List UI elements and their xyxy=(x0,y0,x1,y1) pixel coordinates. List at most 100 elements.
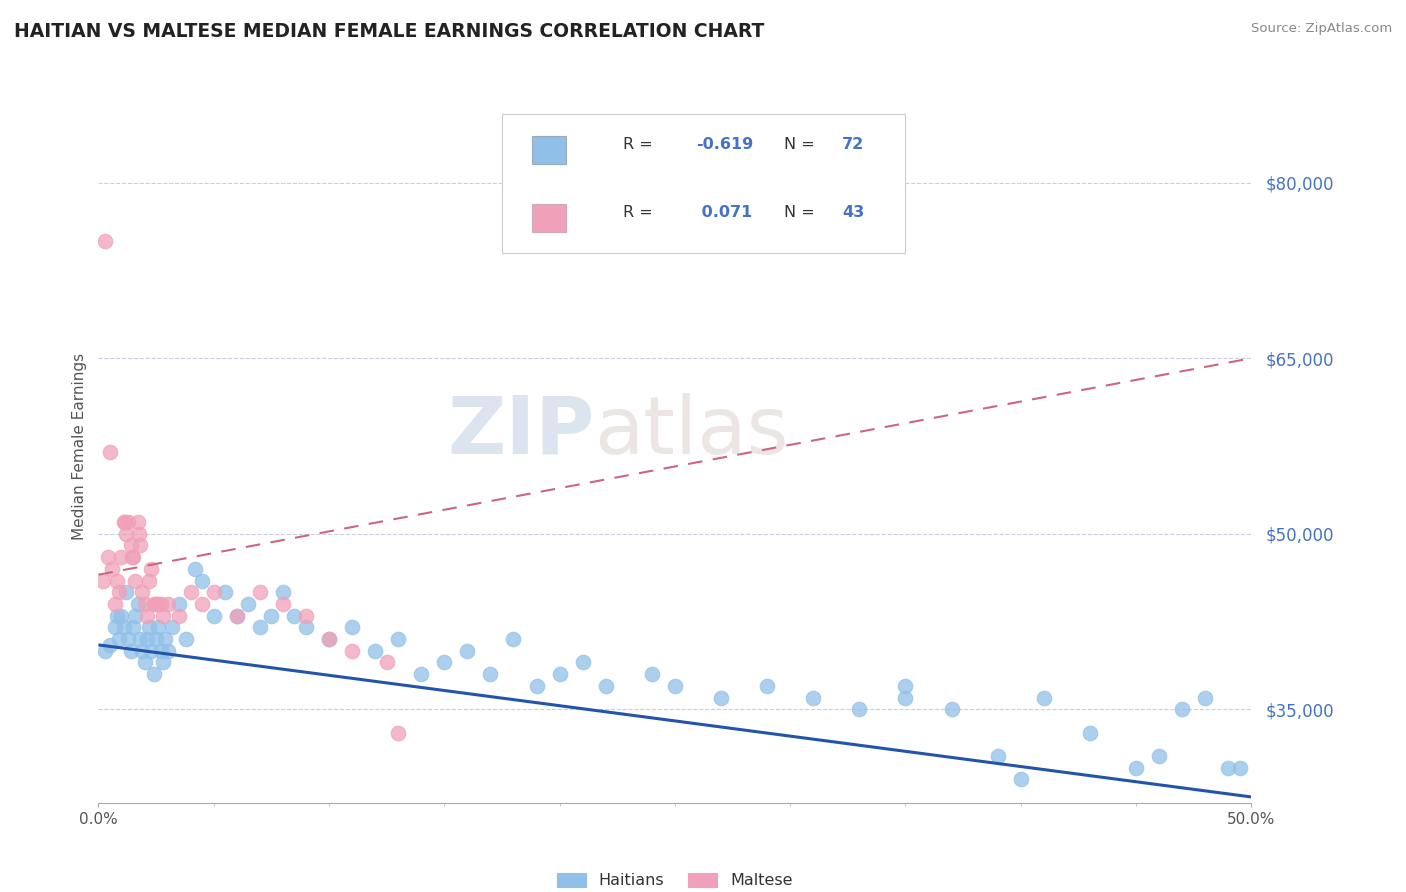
Point xyxy=(375,656,398,670)
Point xyxy=(117,632,139,646)
Point xyxy=(340,644,363,658)
Point xyxy=(941,702,963,716)
Point xyxy=(131,585,153,599)
Text: 72: 72 xyxy=(842,137,865,153)
Point xyxy=(112,515,135,529)
Point xyxy=(148,620,170,634)
Point xyxy=(124,608,146,623)
FancyBboxPatch shape xyxy=(531,204,567,232)
Point xyxy=(121,550,143,565)
Point xyxy=(149,644,172,658)
Point xyxy=(479,667,502,681)
Text: R =: R = xyxy=(623,205,658,220)
Point xyxy=(98,445,121,459)
Point xyxy=(548,667,571,681)
Point xyxy=(135,608,157,623)
Text: R =: R = xyxy=(623,137,658,153)
Point xyxy=(1032,690,1054,705)
Point xyxy=(105,574,128,588)
Point xyxy=(156,597,179,611)
Point xyxy=(1125,761,1147,775)
Point xyxy=(98,638,121,652)
Point xyxy=(894,690,917,705)
Point xyxy=(127,597,149,611)
Point xyxy=(115,526,138,541)
Point xyxy=(433,656,456,670)
Point xyxy=(260,608,283,623)
Point xyxy=(105,608,128,623)
Point xyxy=(129,538,152,552)
Point xyxy=(710,690,733,705)
Point xyxy=(134,656,156,670)
Point xyxy=(110,608,132,623)
Point xyxy=(129,632,152,646)
Point xyxy=(249,620,271,634)
Point xyxy=(595,679,617,693)
Text: N =: N = xyxy=(785,137,820,153)
Point xyxy=(180,585,202,599)
Point xyxy=(387,725,409,739)
Point xyxy=(411,667,433,681)
Point xyxy=(112,620,135,634)
Point xyxy=(97,550,120,565)
Point xyxy=(987,749,1010,764)
Point xyxy=(283,608,305,623)
Point xyxy=(364,644,387,658)
Point xyxy=(148,597,170,611)
FancyBboxPatch shape xyxy=(531,136,567,164)
Point xyxy=(167,608,190,623)
Point xyxy=(94,644,117,658)
Point xyxy=(801,690,824,705)
Point xyxy=(145,597,167,611)
Text: HAITIAN VS MALTESE MEDIAN FEMALE EARNINGS CORRELATION CHART: HAITIAN VS MALTESE MEDIAN FEMALE EARNING… xyxy=(14,22,765,41)
Point xyxy=(110,550,132,565)
Text: 0.071: 0.071 xyxy=(696,205,752,220)
Point xyxy=(848,702,870,716)
Point xyxy=(149,597,172,611)
Point xyxy=(295,608,318,623)
Point xyxy=(225,608,247,623)
Y-axis label: Median Female Earnings: Median Female Earnings xyxy=(72,352,87,540)
Point xyxy=(202,585,225,599)
Text: N =: N = xyxy=(785,205,820,220)
Point xyxy=(1010,772,1032,787)
Point xyxy=(141,562,163,576)
Point xyxy=(1078,725,1101,739)
Point xyxy=(238,597,260,611)
Point xyxy=(160,620,183,634)
Point xyxy=(1218,761,1240,775)
Point xyxy=(318,632,340,646)
Text: 43: 43 xyxy=(842,205,865,220)
Point xyxy=(894,679,917,693)
Point xyxy=(295,620,318,634)
Point xyxy=(167,597,190,611)
Point xyxy=(1147,749,1170,764)
Point xyxy=(202,608,225,623)
Point xyxy=(114,515,136,529)
Point xyxy=(120,644,142,658)
Point xyxy=(225,608,247,623)
Point xyxy=(756,679,779,693)
Point xyxy=(124,574,146,588)
Point xyxy=(145,632,167,646)
Point xyxy=(249,585,271,599)
Point xyxy=(1229,761,1251,775)
Point xyxy=(152,656,174,670)
Point xyxy=(502,632,524,646)
Point xyxy=(142,667,165,681)
Point xyxy=(138,620,160,634)
Point xyxy=(128,526,150,541)
Point xyxy=(122,550,145,565)
Point xyxy=(526,679,548,693)
Point xyxy=(340,620,363,634)
Point xyxy=(120,538,142,552)
Point xyxy=(91,574,114,588)
Point xyxy=(664,679,686,693)
Point xyxy=(117,515,139,529)
Point xyxy=(127,515,149,529)
Point xyxy=(271,597,294,611)
Point xyxy=(141,644,163,658)
Point xyxy=(1171,702,1194,716)
Point xyxy=(456,644,478,658)
Point xyxy=(108,632,131,646)
